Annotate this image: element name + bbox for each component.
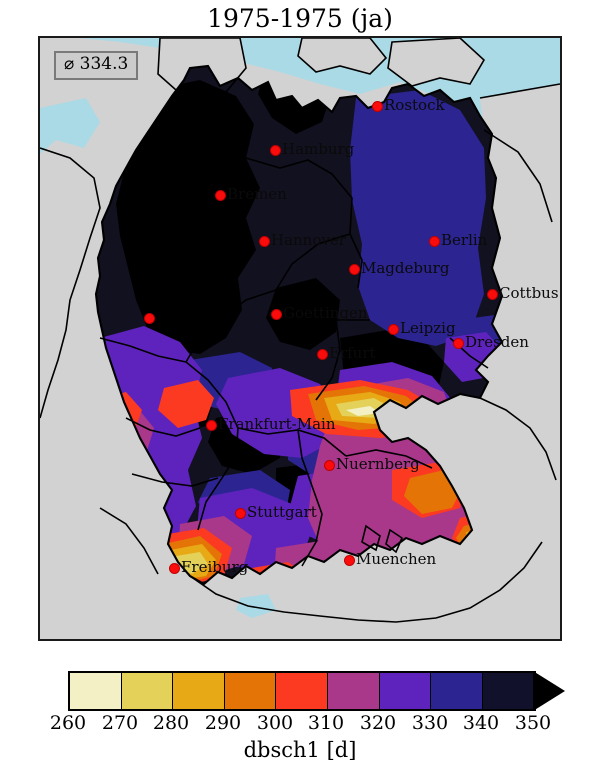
colorbar-tick-300: 300 [256, 712, 294, 734]
page-title: 1975-1975 (ja) [207, 4, 393, 33]
colorbar-band-340-350[interactable] [482, 673, 535, 709]
colorbar-band-280-290[interactable] [173, 673, 225, 709]
colorbar-band-260-270[interactable] [70, 673, 122, 709]
map-canvas [40, 38, 560, 639]
water-bodies [40, 38, 560, 618]
colorbar-tick-290: 290 [204, 712, 242, 734]
mean-annotation-box: ⌀ 334.3 [54, 51, 139, 80]
colorbar-band-320-330[interactable] [379, 673, 432, 709]
colorbar-tick-340: 340 [462, 712, 500, 734]
colorbar-band-290-300[interactable] [224, 673, 277, 709]
colorbar-tick-310: 310 [307, 712, 345, 734]
colorbar-tick-350: 350 [514, 712, 552, 734]
colorbar-band-330-340[interactable] [431, 673, 483, 709]
colorbar-tick-labels: 260 270 280 290 300 310 320 330 340 350 [0, 712, 600, 738]
map-panel[interactable]: ⌀ 334.3 Hamburg Bremen Hannover Rostock Berl… [38, 36, 562, 641]
colorbar[interactable]: 260 270 280 290 300 310 320 330 340 350 dbsch1 [d… [0, 666, 600, 780]
colorbar-band-300-310[interactable] [276, 673, 328, 709]
colorbar-tick-280: 280 [152, 712, 190, 734]
colorbar-under-arrow [36, 671, 68, 711]
colorbar-band-270-280[interactable] [121, 673, 174, 709]
colorbar-axis-label: dbsch1 [d] [243, 738, 357, 762]
colorbar-tick-270: 270 [101, 712, 139, 734]
colorbar-tick-330: 330 [411, 712, 449, 734]
country-borders [94, 64, 504, 586]
colorbar-band-310-320[interactable] [327, 673, 380, 709]
colorbar-tick-260: 260 [49, 712, 87, 734]
colorbar-over-arrow [533, 671, 565, 711]
neighbour-outlines [40, 38, 560, 623]
mean-annotation-text: ⌀ 334.3 [64, 54, 129, 74]
colorbar-bands[interactable] [68, 671, 537, 711]
colorbar-tick-320: 320 [359, 712, 397, 734]
